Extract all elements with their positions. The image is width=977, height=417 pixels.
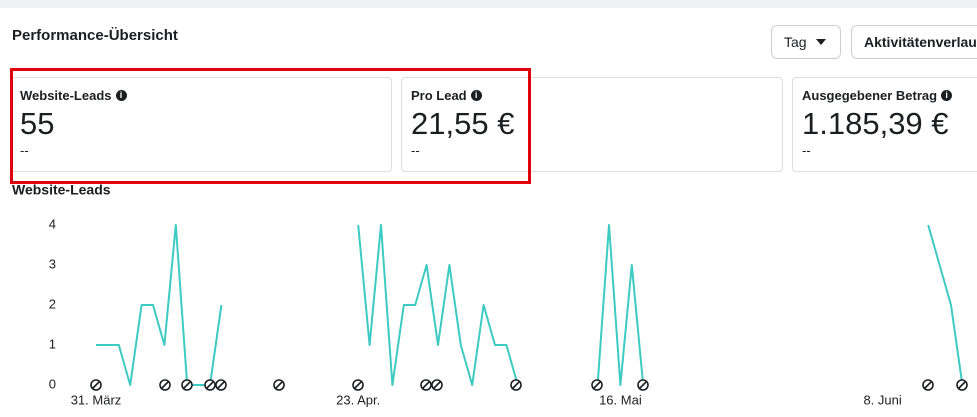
button-label: Tag bbox=[784, 34, 807, 50]
activity-marker[interactable] bbox=[273, 379, 285, 391]
activity-marker[interactable] bbox=[591, 379, 603, 391]
button-label: Aktivitätenverlauf bbox=[864, 34, 977, 50]
metric-value: 21,55 € bbox=[411, 106, 515, 141]
metric-value: 1.185,39 € bbox=[802, 106, 949, 141]
activity-marker[interactable] bbox=[510, 379, 522, 391]
activity-marker[interactable] bbox=[159, 379, 171, 391]
metric-label: Pro Lead bbox=[411, 88, 467, 103]
x-tick-label: 23. Apr. bbox=[336, 392, 380, 407]
top-bar bbox=[0, 0, 977, 8]
data-line bbox=[96, 224, 964, 386]
x-tick-label: 8. Juni bbox=[863, 392, 901, 407]
plot: 0 1 2 3 4 31. März 23. Apr. 16. Mai 8. Juni bbox=[49, 216, 964, 407]
activity-marker[interactable] bbox=[956, 379, 968, 391]
y-tick-label: 1 bbox=[49, 336, 56, 351]
y-tick-label: 4 bbox=[49, 216, 56, 231]
info-icon[interactable]: i bbox=[115, 90, 127, 101]
y-tick-label: 3 bbox=[49, 256, 56, 271]
metric-card: Website-Leads i 55 -- bbox=[10, 77, 392, 172]
section-title: Performance-Übersicht bbox=[12, 27, 178, 44]
caret bbox=[815, 39, 826, 45]
y-tick-label: 2 bbox=[49, 296, 56, 311]
period-dropdown[interactable]: Tag bbox=[771, 25, 841, 59]
x-tick-label: 16. Mai bbox=[599, 392, 642, 407]
metric-change: -- bbox=[411, 143, 420, 158]
activity-marker[interactable] bbox=[204, 379, 216, 391]
activity-markers bbox=[90, 379, 968, 391]
activity-marker[interactable] bbox=[215, 379, 227, 391]
activity-button[interactable]: Aktivitätenverlauf bbox=[851, 25, 977, 59]
metric-card: Ausgegebener Betrag i 1.185,39 € -- bbox=[792, 77, 977, 172]
metric-label: Website-Leads bbox=[20, 88, 112, 103]
info-icon[interactable]: i bbox=[470, 90, 482, 101]
activity-marker[interactable] bbox=[431, 379, 443, 391]
metric-change: -- bbox=[802, 143, 811, 158]
metric-label: Ausgegebener Betrag bbox=[802, 88, 938, 103]
activity-marker[interactable] bbox=[922, 379, 934, 391]
activity-marker[interactable] bbox=[90, 379, 102, 391]
metric-change: -- bbox=[20, 143, 29, 158]
activity-marker[interactable] bbox=[352, 379, 364, 391]
activity-marker[interactable] bbox=[637, 379, 649, 391]
x-tick-label: 31. März bbox=[71, 392, 122, 407]
info-icon[interactable]: i bbox=[941, 90, 953, 101]
activity-marker[interactable] bbox=[420, 379, 432, 391]
chart-title: Website-Leads bbox=[12, 182, 111, 198]
metric-value: 55 bbox=[20, 106, 55, 141]
metric-card: Pro Lead i 21,55 € -- bbox=[401, 77, 783, 172]
activity-marker[interactable] bbox=[181, 379, 193, 391]
y-tick-label: 0 bbox=[49, 376, 56, 391]
